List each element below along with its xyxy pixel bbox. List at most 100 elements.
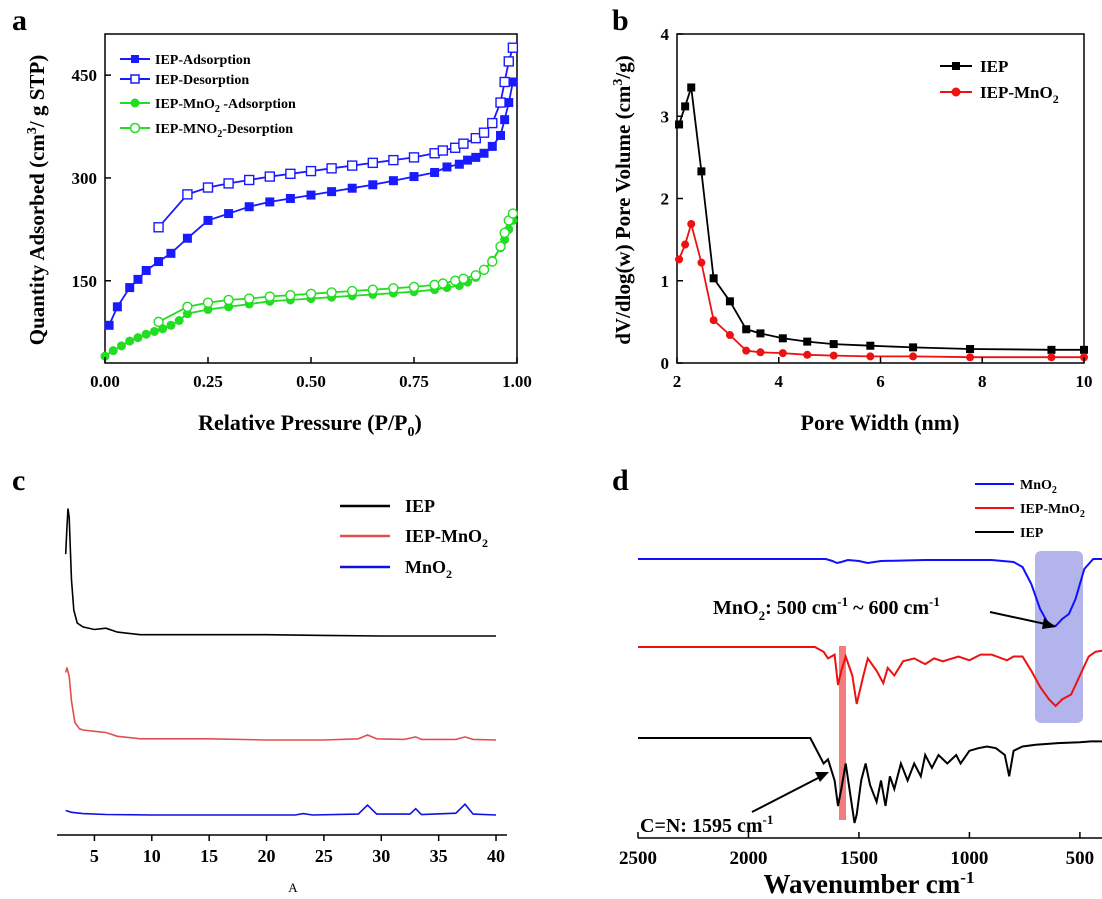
data-point-a-0-22 bbox=[463, 155, 473, 165]
annotation-mno2-arrow bbox=[989, 611, 1051, 626]
ytick-label-a-1: 300 bbox=[72, 169, 98, 188]
legend-item-c-2: MnO2 bbox=[340, 557, 452, 581]
data-point-b-1-4 bbox=[709, 316, 718, 325]
xtick-label-c-5: 30 bbox=[372, 846, 390, 866]
legend-label-d-1: IEP-MnO2 bbox=[1020, 502, 1085, 520]
data-point-b-1-11 bbox=[866, 352, 875, 361]
legend-label-c-1: IEP-MnO2 bbox=[405, 526, 488, 550]
ytick-label-a-2: 450 bbox=[72, 66, 98, 85]
xtick-label-a-3: 0.75 bbox=[399, 372, 429, 391]
data-point-a-3-10 bbox=[367, 284, 378, 295]
data-point-a-0-4 bbox=[141, 265, 151, 275]
legend-c: IEP IEP-MnO2 MnO2 bbox=[340, 496, 488, 581]
data-point-a-0-7 bbox=[182, 233, 192, 243]
data-point-a-3-20 bbox=[495, 241, 506, 252]
data-point-b-0-12 bbox=[909, 343, 918, 352]
data-point-a-3-15 bbox=[450, 275, 461, 286]
plot-area-a bbox=[100, 42, 519, 361]
legend-label-a-3: IEP-MNO2-Desorption bbox=[155, 122, 293, 140]
data-point-a-3-11 bbox=[388, 283, 399, 294]
data-point-b-0-8 bbox=[778, 334, 787, 343]
data-point-a-0-14 bbox=[327, 187, 337, 197]
plot-area-c bbox=[64, 508, 497, 816]
data-point-a-2-4 bbox=[133, 333, 143, 343]
xtick-label-c-1: 10 bbox=[143, 846, 161, 866]
data-point-a-3-14 bbox=[437, 278, 449, 289]
legend-label-a-0: IEP-Adsorption bbox=[155, 53, 251, 68]
ytick-label-b-2: 2 bbox=[661, 190, 670, 209]
data-point-a-3-3 bbox=[223, 294, 234, 306]
data-point-a-0-26 bbox=[496, 130, 506, 140]
data-point-a-0-16 bbox=[368, 180, 378, 190]
tick-group-b: 2 4 6 8 10 0 1 2 3 4 bbox=[661, 25, 1093, 391]
data-point-a-2-1 bbox=[108, 346, 118, 356]
legend-item-d-1: IEP-MnO2 bbox=[975, 502, 1085, 520]
data-point-b-1-1 bbox=[681, 240, 690, 249]
xtick-label-c-4: 25 bbox=[315, 846, 333, 866]
data-point-b-1-0 bbox=[675, 255, 684, 264]
data-point-a-0-13 bbox=[306, 190, 316, 200]
xtick-label-a-1: 0.25 bbox=[193, 372, 223, 391]
panel-label-d: d bbox=[612, 464, 629, 497]
xtick-label-b-4: 10 bbox=[1076, 372, 1093, 391]
xlabel-d: Wavenumber cm-1 bbox=[764, 868, 975, 899]
data-point-a-3-18 bbox=[478, 264, 490, 275]
data-point-a-0-24 bbox=[479, 148, 489, 158]
legend-label-b-0: IEP bbox=[980, 57, 1008, 76]
series-line-d-1 bbox=[638, 646, 1102, 708]
data-point-b-1-9 bbox=[803, 350, 812, 359]
data-point-b-0-2 bbox=[687, 83, 696, 92]
data-point-a-0-21 bbox=[454, 159, 464, 169]
data-point-a-1-7 bbox=[305, 165, 317, 177]
data-point-a-3-6 bbox=[285, 289, 296, 301]
data-point-b-1-8 bbox=[778, 349, 787, 358]
series-line-d-2 bbox=[638, 737, 1102, 824]
data-point-a-1-5 bbox=[264, 171, 275, 182]
legend-label-c-0: IEP bbox=[405, 496, 435, 516]
legend-marker-a-0 bbox=[131, 55, 139, 63]
data-point-a-1-18 bbox=[478, 127, 490, 138]
data-point-a-0-8 bbox=[203, 215, 213, 225]
xtick-label-d-2: 1500 bbox=[840, 848, 878, 869]
ytick-label-b-3: 3 bbox=[661, 107, 670, 126]
data-point-a-0-19 bbox=[430, 167, 440, 177]
ytick-label-b-4: 4 bbox=[661, 25, 670, 44]
data-point-a-0-1 bbox=[112, 302, 122, 312]
panel-c: c 5 10 15 20 25 30 35 40 A IEP IEP-MnO2 MnO2 bbox=[12, 464, 507, 895]
legend-marker-b-0 bbox=[952, 62, 960, 70]
data-point-a-0-0 bbox=[104, 320, 114, 330]
data-point-a-0-15 bbox=[347, 183, 357, 193]
xtick-label-d-0: 2500 bbox=[619, 848, 657, 869]
data-point-a-1-10 bbox=[367, 157, 378, 169]
data-point-a-0-23 bbox=[471, 152, 481, 162]
data-point-a-1-19 bbox=[487, 117, 498, 129]
panel-label-c: c bbox=[12, 464, 25, 497]
legend-label-d-2: IEP bbox=[1020, 526, 1044, 541]
xtick-label-c-2: 15 bbox=[200, 846, 218, 866]
legend-item-c-1: IEP-MnO2 bbox=[340, 526, 488, 550]
legend-b: IEP IEP-MnO2 bbox=[940, 57, 1059, 106]
tick-group-c: 5 10 15 20 25 30 35 40 bbox=[90, 835, 505, 866]
series-line-b-1 bbox=[678, 220, 1084, 359]
legend-item-b-1: IEP-MnO2 bbox=[940, 83, 1059, 106]
annotation-mno2-arrowhead bbox=[1042, 618, 1056, 629]
data-point-a-0-12 bbox=[285, 194, 295, 203]
data-point-a-0-18 bbox=[409, 172, 419, 182]
data-point-a-0-9 bbox=[224, 209, 234, 219]
plot-area-d bbox=[638, 558, 1102, 824]
legend-label-b-1: IEP-MnO2 bbox=[980, 83, 1059, 106]
tick-group-d: 2500 2000 1500 1000 500 bbox=[619, 832, 1094, 869]
data-point-a-0-5 bbox=[154, 257, 164, 267]
legend-label-c-2: MnO2 bbox=[405, 557, 452, 581]
data-point-a-3-21 bbox=[499, 227, 510, 238]
data-point-a-3-5 bbox=[264, 291, 275, 302]
legend-item-a-1: IEP-Desorption bbox=[120, 73, 249, 88]
legend-label-a-1: IEP-Desorption bbox=[155, 73, 249, 88]
series-line-a-2 bbox=[104, 220, 514, 357]
data-point-b-1-5 bbox=[725, 331, 734, 340]
data-point-a-0-3 bbox=[133, 274, 143, 284]
data-point-a-1-17 bbox=[470, 132, 481, 144]
ylabel-a: Quantity Adsorbed (cm3/ g STP) bbox=[25, 55, 49, 346]
data-point-b-0-7 bbox=[756, 329, 765, 338]
data-point-a-3-12 bbox=[408, 281, 420, 293]
